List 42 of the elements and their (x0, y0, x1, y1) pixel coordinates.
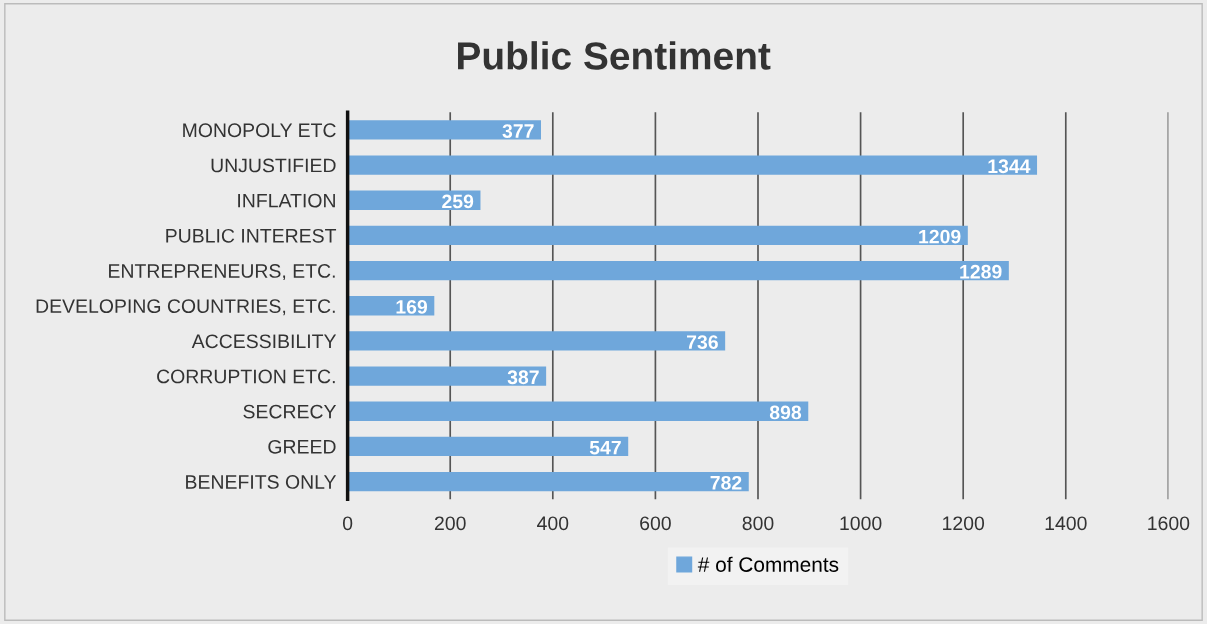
y-tick-label: UNJUSTIFIED (211, 158, 336, 173)
data-label: 377 (502, 124, 534, 138)
data-label: 1344 (988, 159, 1031, 174)
x-tick-label: 1000 (840, 516, 882, 531)
data-label: 898 (769, 405, 802, 420)
y-tick-label: BENEFITS ONLY (186, 475, 337, 489)
x-tick-label: 800 (742, 516, 774, 531)
bar (347, 331, 726, 351)
y-tick-label: SECRECY (243, 404, 337, 419)
y-tick-label: PUBLIC INTEREST (166, 228, 337, 243)
x-tick-label: 1400 (1045, 516, 1087, 531)
bar (347, 155, 1038, 175)
bar (347, 260, 1009, 281)
y-tick-label: INFLATION (238, 193, 335, 208)
data-label: 782 (710, 475, 742, 490)
y-tick-label: MONOPOLY ETC (183, 123, 336, 138)
data-label: 259 (442, 194, 474, 209)
data-label: 1209 (919, 229, 961, 244)
x-tick-label: 200 (434, 516, 466, 531)
y-tick-label: ENTREPRENEURS, ETC. (109, 264, 335, 281)
bar (347, 436, 629, 457)
chart-title: Public Sentiment (458, 41, 771, 70)
y-tick-label: CORRUPTION ETC. (157, 369, 335, 384)
x-tick-label: 600 (640, 516, 671, 531)
x-tick-label: 400 (537, 516, 569, 531)
bar (347, 225, 968, 246)
x-tick-label: 1600 (1148, 516, 1190, 531)
bar (347, 471, 749, 492)
legend-label: # of Comments (697, 556, 839, 572)
y-tick-label: DEVELOPING COUNTRIES, ETC. (36, 299, 335, 316)
bar (347, 120, 542, 140)
data-label: 387 (507, 370, 539, 385)
y-tick-label: GREED (268, 439, 336, 454)
x-tick-label: 0 (342, 516, 353, 531)
bar (347, 401, 809, 421)
data-label: 1289 (960, 264, 1002, 279)
data-label: 736 (687, 335, 718, 349)
y-tick-label: ACCESSIBILITY (191, 334, 337, 349)
bar (347, 366, 547, 386)
x-tick-label: 1200 (943, 516, 985, 531)
data-label: 547 (589, 440, 621, 455)
data-label: 169 (396, 300, 428, 314)
